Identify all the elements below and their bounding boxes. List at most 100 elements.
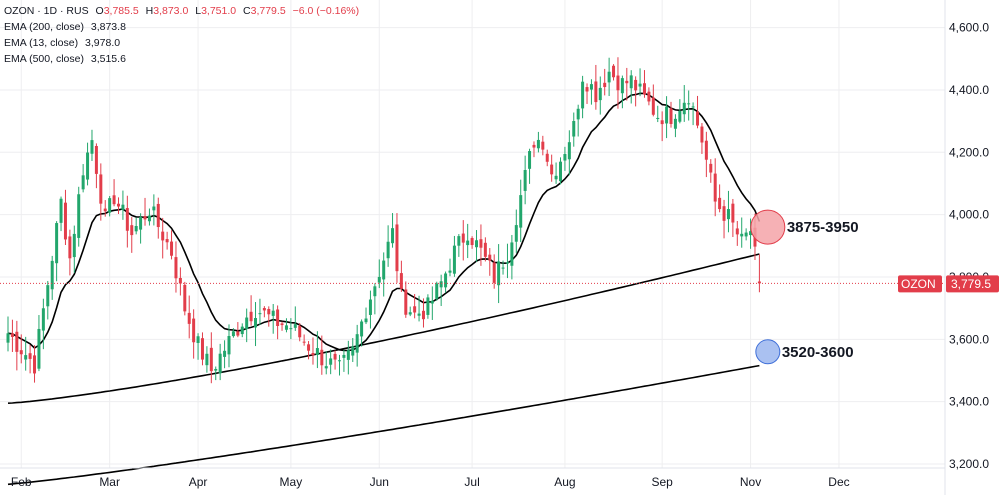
candle xyxy=(669,101,673,128)
candle-body xyxy=(536,139,540,149)
candle xyxy=(161,217,165,259)
candle xyxy=(735,220,739,246)
candle xyxy=(722,199,726,239)
candle xyxy=(488,248,492,276)
candle-body xyxy=(55,223,59,264)
candle xyxy=(634,76,638,107)
candle-body xyxy=(24,355,28,360)
candle-body xyxy=(744,232,748,237)
candle xyxy=(143,197,147,226)
candle xyxy=(642,70,646,98)
ema200-row[interactable]: EMA (200, close) 3,873.8 xyxy=(4,19,359,35)
candle-body xyxy=(267,308,271,315)
candle xyxy=(536,131,540,153)
candle-body xyxy=(395,224,399,272)
candle-body xyxy=(50,260,54,290)
candle xyxy=(501,260,505,275)
candle xyxy=(377,259,381,289)
ema500-row[interactable]: EMA (500, close) 3,515.6 xyxy=(4,51,359,67)
candle xyxy=(68,229,72,276)
candle xyxy=(510,234,514,280)
candle xyxy=(174,241,178,293)
candle-body xyxy=(112,195,116,205)
candle-body xyxy=(731,203,735,223)
low-label: L xyxy=(195,5,202,17)
candle xyxy=(307,341,311,360)
price-axis[interactable]: 3,200.03,400.03,600.03,800.04,000.04,200… xyxy=(949,21,989,471)
candle xyxy=(24,336,28,371)
candle-body xyxy=(505,262,509,264)
candle-body xyxy=(514,225,518,242)
candle-body xyxy=(187,312,191,324)
candle xyxy=(209,332,213,384)
badge-value-bg xyxy=(946,275,999,293)
candle xyxy=(37,315,41,372)
candle xyxy=(187,295,191,339)
ema13-row[interactable]: EMA (13, close) 3,978.0 xyxy=(4,35,359,51)
candle-body xyxy=(426,297,430,315)
candle xyxy=(563,146,567,171)
candle xyxy=(280,321,284,331)
candle-body xyxy=(691,106,695,108)
candle xyxy=(541,135,545,156)
candle-body xyxy=(430,300,434,304)
candle-body xyxy=(329,358,333,365)
candle-body xyxy=(735,228,739,235)
candle-body xyxy=(338,360,341,362)
candle xyxy=(678,99,682,124)
candle xyxy=(726,190,730,233)
candle xyxy=(559,157,562,185)
candle-body xyxy=(501,267,505,269)
candle xyxy=(439,274,443,307)
candle xyxy=(183,281,187,316)
candle xyxy=(687,90,691,121)
time-axis[interactable]: Feb Mar Apr May Jun Jul Aug Sep Nov Dec xyxy=(11,475,850,489)
candle xyxy=(483,237,487,262)
candle-body xyxy=(214,368,218,371)
candle-body xyxy=(722,206,726,221)
candle xyxy=(382,252,386,297)
candle-body xyxy=(68,236,72,259)
candle xyxy=(700,123,704,154)
candle-body xyxy=(307,344,311,351)
candle-body xyxy=(99,174,103,204)
candle xyxy=(99,163,103,221)
candle xyxy=(134,217,138,235)
candle xyxy=(302,334,306,346)
candle xyxy=(625,67,629,101)
candle xyxy=(386,225,390,267)
candle xyxy=(6,316,10,352)
candle xyxy=(444,271,448,293)
candle-body xyxy=(603,82,607,88)
candle xyxy=(284,318,288,333)
time-tick-label: Jul xyxy=(464,475,479,489)
candle xyxy=(147,208,151,226)
candle-body xyxy=(421,310,425,320)
candle-body xyxy=(382,260,386,280)
candle-body xyxy=(740,233,744,237)
candle-body xyxy=(333,353,337,360)
candle xyxy=(660,111,664,142)
candle-body xyxy=(223,350,227,357)
candle-body xyxy=(368,299,372,315)
candle-body xyxy=(152,206,156,211)
time-tick-label: Jun xyxy=(370,475,389,489)
candle-body xyxy=(713,173,717,202)
candle-body xyxy=(117,203,120,207)
ema13-value: 3,978.0 xyxy=(85,37,121,49)
candle xyxy=(41,298,45,350)
candle-body xyxy=(391,228,395,244)
candle xyxy=(276,305,280,340)
candle xyxy=(704,131,708,178)
candle xyxy=(713,158,717,217)
candle xyxy=(245,308,249,343)
open-label: O xyxy=(95,5,104,17)
candle xyxy=(718,184,722,213)
candle xyxy=(470,236,474,249)
candle xyxy=(607,57,611,97)
candle xyxy=(598,76,602,115)
candle-body xyxy=(276,309,280,326)
candle xyxy=(545,149,549,167)
candle-body xyxy=(41,308,45,331)
